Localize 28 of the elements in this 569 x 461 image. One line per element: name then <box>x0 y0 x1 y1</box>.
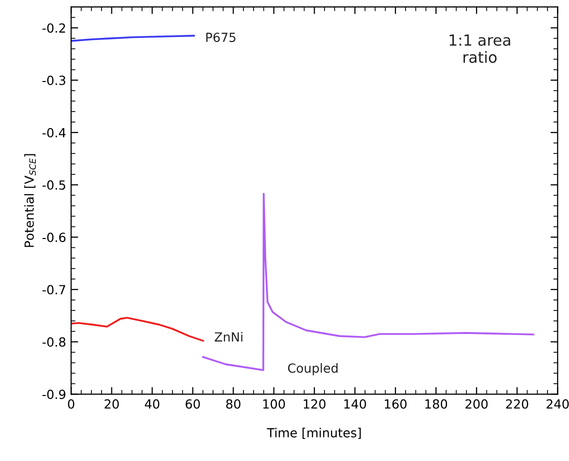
series-label: P675 <box>206 32 236 42</box>
x-tick-label: 240 <box>546 399 569 409</box>
x-tick-label: 120 <box>304 399 326 409</box>
y-tick-label: -0.6 <box>42 232 66 242</box>
y-tick-label: -0.9 <box>42 390 66 400</box>
x-tick-label: 40 <box>144 399 160 409</box>
annotation: 1:1 area ratio <box>450 34 510 63</box>
series-label: ZnNi <box>214 332 242 342</box>
x-tick-label: 20 <box>104 399 119 409</box>
x-tick-label: 200 <box>466 399 488 409</box>
y-tick-label: -0.8 <box>42 337 66 347</box>
x-tick-label: 220 <box>506 399 528 409</box>
x-tick-label: 80 <box>226 399 240 409</box>
y-tick-label: -0.3 <box>42 76 66 86</box>
series-label: Coupled <box>288 363 338 376</box>
x-tick-label: 60 <box>186 399 200 409</box>
x-tick-label: 0 <box>68 399 74 409</box>
x-tick-label: 160 <box>384 399 407 409</box>
line-series <box>71 316 204 342</box>
y-tick-label: -0.4 <box>42 128 66 138</box>
x-tick-label: 100 <box>263 399 285 409</box>
y-axis-title: Potential [V$_{SCE}$] <box>24 154 36 247</box>
y-tick-label: -0.5 <box>42 180 66 190</box>
x-axis-title: Time [minutes] <box>266 428 361 439</box>
y-tick-label: -0.2 <box>42 23 66 33</box>
x-tick-label: 140 <box>344 399 366 409</box>
y-tick-label: -0.7 <box>42 284 66 294</box>
x-tick-label: 180 <box>425 399 448 409</box>
